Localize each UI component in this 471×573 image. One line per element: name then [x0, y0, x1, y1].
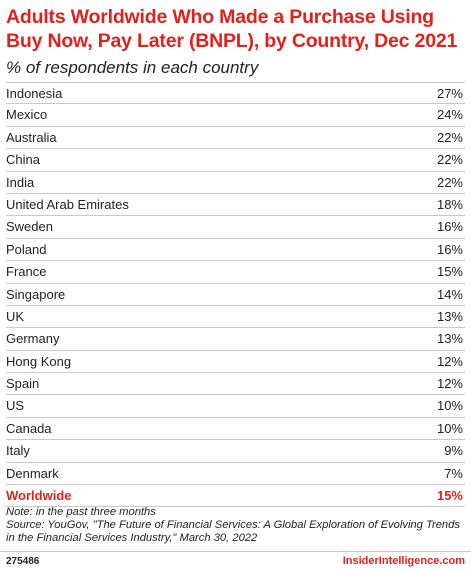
notes: Note: in the past three months Source: Y… — [6, 506, 468, 546]
value-label: 22% — [436, 152, 463, 168]
country-label: Indonesia — [6, 86, 63, 101]
value-label: 10% — [436, 398, 463, 414]
value-label: 15% — [436, 488, 463, 504]
table-row-worldwide: Worldwide 15% — [6, 485, 465, 508]
value-label: 13% — [436, 308, 463, 324]
value-label: 10% — [436, 420, 463, 436]
table-row: Indonesia 27% — [6, 82, 465, 105]
table-row: United Arab Emirates 18% — [6, 194, 465, 217]
table-row: Singapore 14% — [6, 284, 465, 306]
value-label: 12% — [436, 376, 463, 392]
table-row: UK 13% — [6, 306, 465, 329]
table-row: India 22% — [6, 172, 465, 194]
source-text: Source: YouGov, "The Future of Financial… — [6, 519, 460, 545]
value-label: 16% — [436, 241, 463, 257]
country-label: UK — [6, 308, 25, 324]
table-row: Canada 10% — [6, 418, 465, 441]
value-label: 14% — [436, 286, 463, 302]
chart-id: 275486 — [6, 556, 40, 567]
value-label: 27% — [436, 86, 463, 101]
value-label: 15% — [436, 264, 463, 280]
note-text: Note: in the past three months — [6, 506, 156, 518]
country-label: Sweden — [6, 219, 53, 235]
value-label: 13% — [436, 331, 463, 347]
chart-title: Adults Worldwide Who Made a Purchase Usi… — [6, 6, 458, 52]
country-label: Hong Kong — [6, 353, 72, 369]
table-row: Spain 12% — [6, 373, 465, 396]
table-row: Mexico 24% — [6, 104, 465, 127]
value-label: 12% — [436, 353, 463, 369]
table-row: Germany 13% — [6, 328, 465, 351]
table-row: Poland 16% — [6, 239, 465, 262]
value-label: 16% — [436, 219, 463, 235]
country-label: US — [6, 398, 25, 414]
country-label: Canada — [6, 420, 52, 436]
footer: 275486 InsiderIntelligence.com — [0, 551, 471, 573]
country-label: Denmark — [6, 465, 59, 481]
chart-subtitle: % of respondents in each country — [6, 58, 259, 77]
country-label: Worldwide — [6, 488, 72, 504]
country-label: Spain — [6, 376, 40, 392]
country-label: Italy — [6, 443, 30, 459]
table-row: Australia 22% — [6, 127, 465, 150]
country-label: France — [6, 264, 47, 280]
country-label: Mexico — [6, 107, 48, 123]
value-label: 22% — [436, 174, 463, 190]
country-label: Germany — [6, 331, 60, 347]
value-label: 22% — [436, 129, 463, 145]
value-label: 9% — [444, 443, 463, 459]
table-row: Denmark 7% — [6, 463, 465, 486]
table-row: China 22% — [6, 149, 465, 172]
country-label: India — [6, 174, 35, 190]
table-row: Sweden 16% — [6, 216, 465, 239]
country-label: China — [6, 152, 40, 168]
table-row: Hong Kong 12% — [6, 351, 465, 374]
data-table: Indonesia 27% Mexico 24% Australia 22% China 22… — [6, 82, 465, 508]
country-label: Singapore — [6, 286, 66, 302]
table-row: US 10% — [6, 395, 465, 418]
table-row: France 15% — [6, 261, 465, 284]
country-label: Australia — [6, 129, 57, 145]
country-label: United Arab Emirates — [6, 196, 129, 212]
value-label: 7% — [444, 465, 463, 481]
value-label: 18% — [436, 196, 463, 212]
table-row: Italy 9% — [6, 440, 465, 463]
value-label: 24% — [436, 107, 463, 123]
country-label: Poland — [6, 241, 47, 257]
brand-link[interactable]: InsiderIntelligence.com — [342, 555, 465, 567]
